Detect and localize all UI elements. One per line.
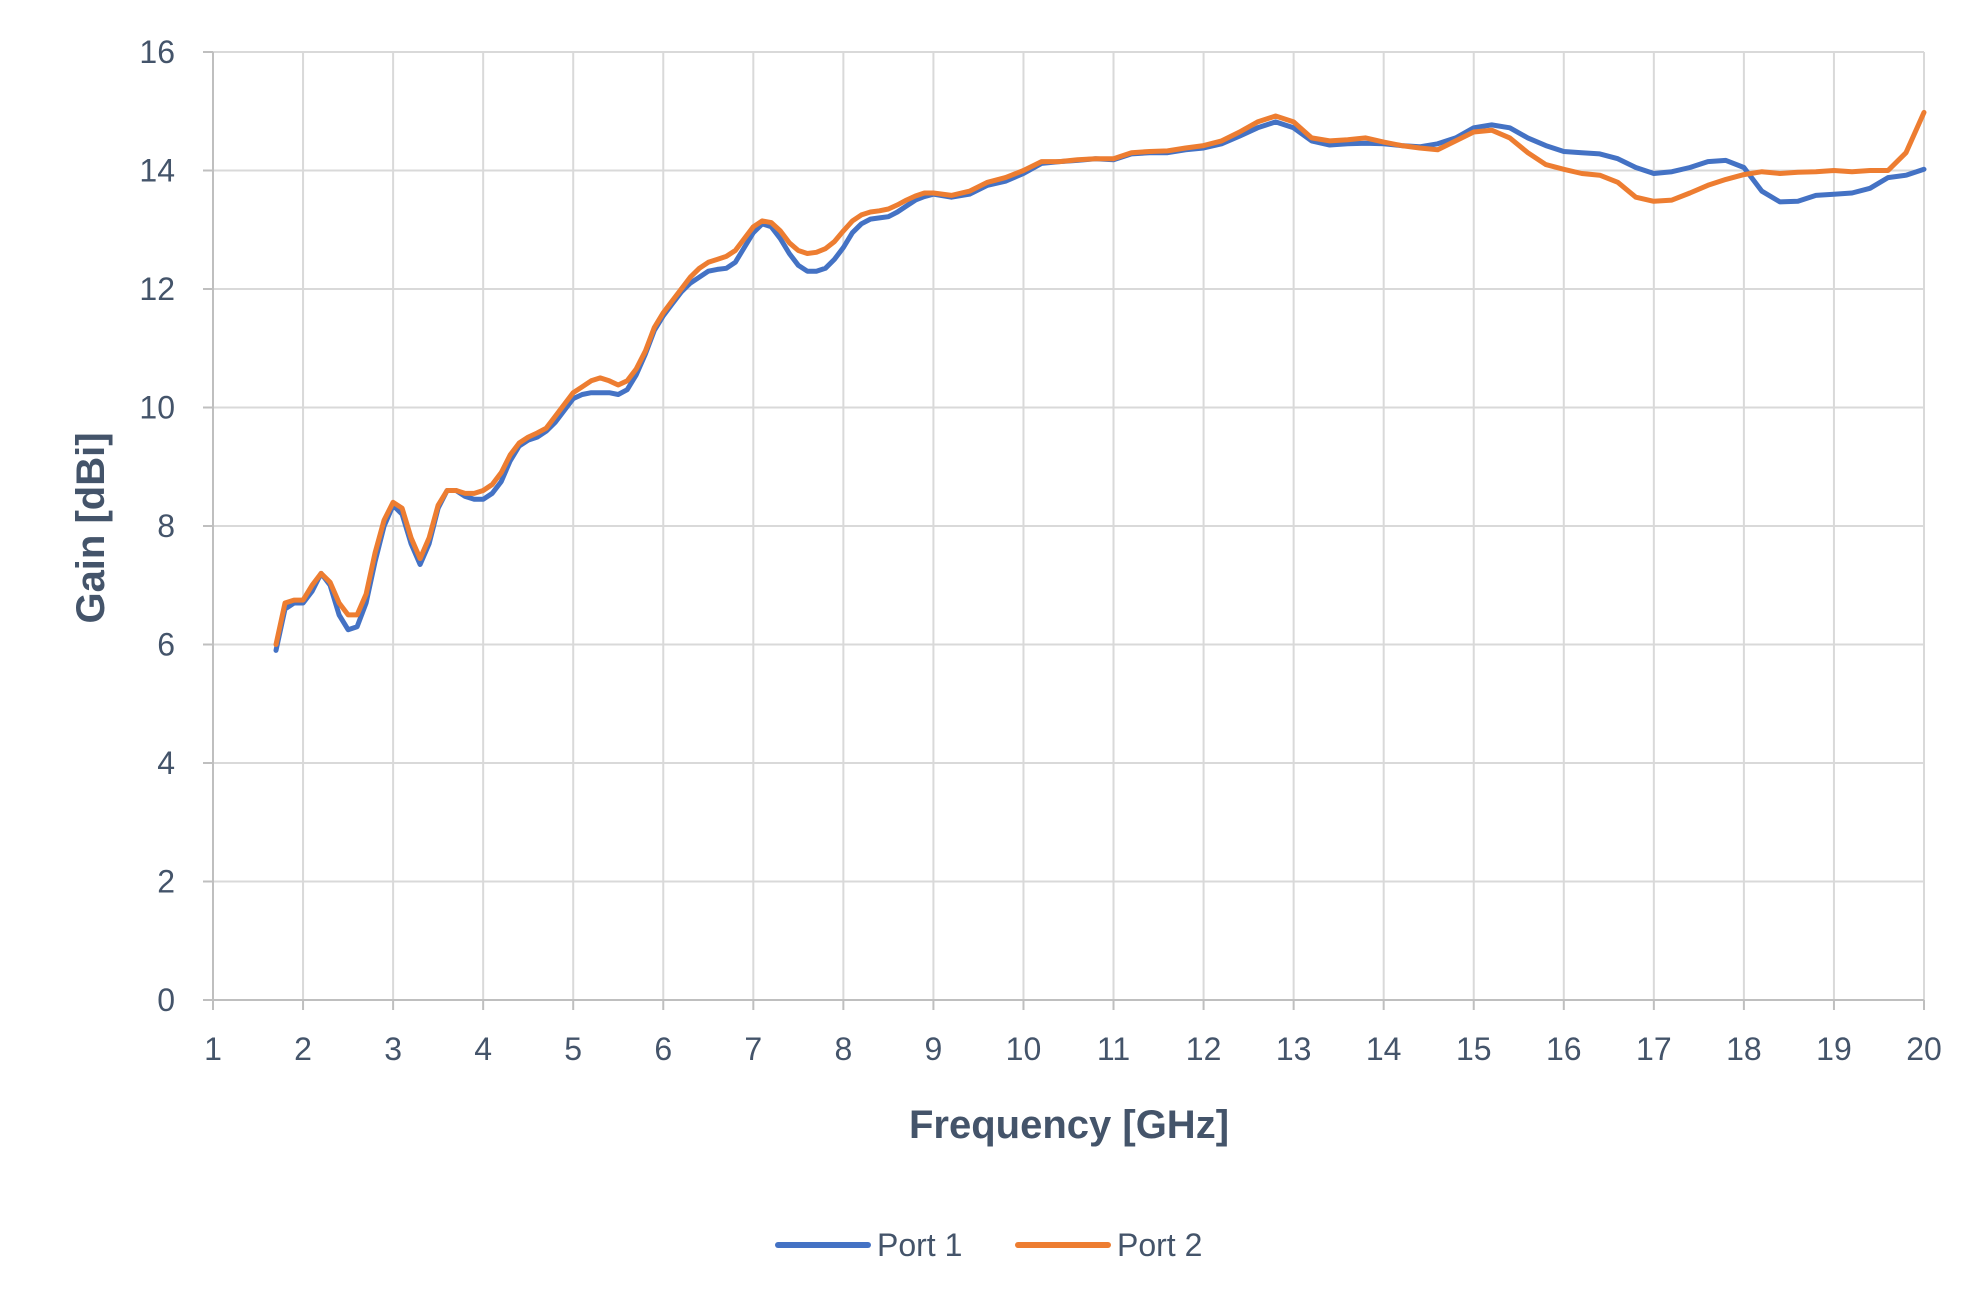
x-tick-label: 4 (474, 1031, 492, 1067)
x-tick-label: 20 (1906, 1031, 1942, 1067)
y-tick-label: 14 (139, 153, 175, 189)
y-tick-label: 12 (139, 271, 175, 307)
series-lines (273, 109, 1927, 653)
y-tick-label: 4 (157, 745, 175, 781)
x-tick-label: 12 (1186, 1031, 1222, 1067)
x-tick-label: 6 (654, 1031, 672, 1067)
x-tick-label: 3 (384, 1031, 402, 1067)
legend-label-port-1: Port 1 (877, 1227, 962, 1263)
x-tick-label: 9 (925, 1031, 943, 1067)
x-tick-label: 13 (1276, 1031, 1312, 1067)
y-tick-label: 16 (139, 34, 175, 70)
y-tick-label: 2 (157, 864, 175, 900)
x-tick-label: 15 (1456, 1031, 1492, 1067)
y-tick-label: 0 (157, 982, 175, 1018)
x-tick-label: 16 (1546, 1031, 1582, 1067)
x-tick-label: 1 (204, 1031, 222, 1067)
legend-label-port-2: Port 2 (1117, 1227, 1202, 1263)
axes (203, 51, 1925, 1010)
y-tick-label: 6 (157, 627, 175, 663)
x-tick-label: 5 (564, 1031, 582, 1067)
series-line-port-2 (273, 109, 1927, 647)
x-tick-label: 2 (294, 1031, 312, 1067)
x-tick-label: 18 (1726, 1031, 1762, 1067)
x-tick-label: 14 (1366, 1031, 1402, 1067)
x-tick-label: 7 (744, 1031, 762, 1067)
x-tick-label: 11 (1097, 1031, 1130, 1067)
x-tick-label: 8 (834, 1031, 852, 1067)
y-tick-label: 8 (157, 508, 175, 544)
legend: Port 1 Port 2 (775, 1227, 1202, 1263)
grid-lines (213, 51, 1925, 1000)
x-tick-label: 17 (1636, 1031, 1672, 1067)
y-axis-title: Gain [dBi] (69, 432, 113, 623)
x-axis-title: Frequency [GHz] (909, 1103, 1229, 1147)
x-tick-label: 10 (1006, 1031, 1042, 1067)
x-tick-label: 19 (1816, 1031, 1852, 1067)
series-line-port-1 (273, 119, 1927, 653)
y-tick-label: 10 (139, 390, 175, 426)
